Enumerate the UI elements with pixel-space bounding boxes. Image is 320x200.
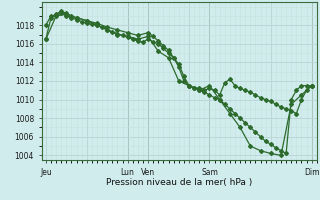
X-axis label: Pression niveau de la mer( hPa ): Pression niveau de la mer( hPa ) bbox=[106, 178, 252, 187]
